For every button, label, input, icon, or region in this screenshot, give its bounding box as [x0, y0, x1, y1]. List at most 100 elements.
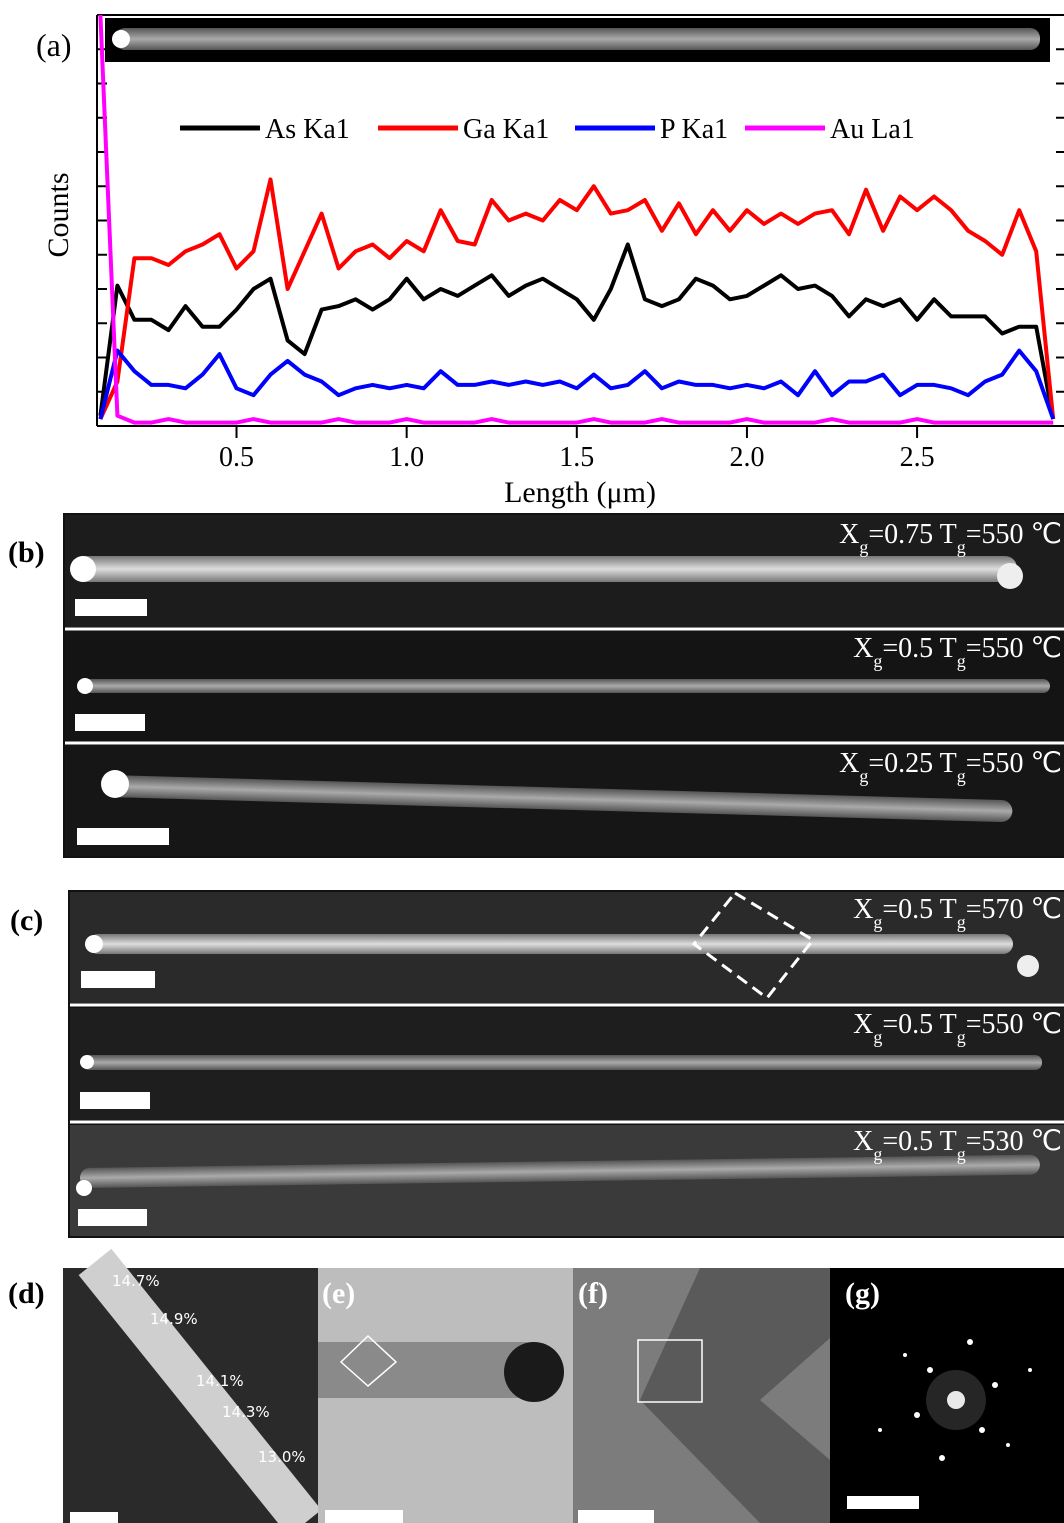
au-tip [504, 1342, 564, 1402]
fft-spot [967, 1339, 973, 1345]
scale-bar [578, 1510, 654, 1523]
nanowire [107, 775, 1013, 822]
roi [691, 891, 816, 1001]
panel-label: (f) [578, 1277, 608, 1310]
series-line [98, 348, 1056, 420]
fft-spot [914, 1412, 920, 1418]
nanowire [79, 1154, 1040, 1188]
panel-label: (d) [8, 1277, 45, 1310]
nanowire [115, 28, 1040, 50]
scale-bar [77, 828, 169, 845]
nanowire [88, 934, 1013, 954]
fft-spot [1028, 1368, 1032, 1372]
image-label: Xg=0.75 Tg=550 ℃ [839, 519, 1062, 557]
label-part: X [853, 633, 873, 664]
label-part: =530 ℃ [966, 1126, 1062, 1157]
annotation: 14.7% [112, 1272, 160, 1290]
image-label: Xg=0.25 Tg=550 ℃ [839, 748, 1062, 786]
series-line [98, 177, 1056, 420]
scale-bar [81, 971, 155, 988]
x-tick-label: 0.5 [219, 442, 254, 473]
legend-label: Au La1 [830, 114, 915, 145]
series-line [98, 14, 1054, 425]
x-axis-label: Length (μm) [504, 476, 656, 509]
label-part: g [859, 537, 868, 557]
x-tick-label: 1.5 [559, 442, 594, 473]
label-part: X [839, 519, 859, 550]
scale-bar [80, 1092, 150, 1109]
label-part: g [873, 1027, 882, 1047]
fft-spot [939, 1455, 945, 1461]
nanowire [640, 1268, 830, 1523]
panel-label: (a) [36, 27, 72, 63]
fft-halo [926, 1370, 986, 1430]
fft-spot [1006, 1443, 1010, 1447]
image-label: Xg=0.5 Tg=550 ℃ [853, 1009, 1062, 1047]
image-label: Xg=0.5 Tg=550 ℃ [853, 633, 1062, 671]
scale-bar [325, 1510, 403, 1523]
annotation: 14.9% [150, 1310, 198, 1328]
fft-spot [903, 1353, 907, 1357]
image-label: Xg=0.5 Tg=570 ℃ [853, 894, 1062, 932]
label-part: =550 ℃ [966, 1009, 1062, 1040]
panel-g [830, 1268, 1064, 1523]
x-tick-label: 2.0 [729, 442, 764, 473]
x-tick-label: 2.5 [900, 442, 935, 473]
au-tip [85, 935, 103, 953]
nanowire [318, 1342, 533, 1398]
label-part: g [873, 1144, 882, 1164]
label-part: =550 ℃ [966, 519, 1062, 550]
scale-bar [847, 1496, 919, 1509]
annotation: 13.0% [258, 1448, 306, 1466]
series-line [98, 242, 1056, 420]
fft-spot [979, 1427, 985, 1433]
panel-label: (c) [10, 904, 43, 937]
au-tip [101, 770, 129, 798]
fft-spot [878, 1428, 882, 1432]
panel-label: (b) [8, 536, 45, 569]
label-part: g [957, 766, 966, 786]
panel-label: (g) [845, 1277, 880, 1310]
legend-label: Ga Ka1 [463, 114, 549, 145]
nanowire [72, 556, 1017, 582]
label-part: g [957, 651, 966, 671]
annotation: 14.3% [222, 1403, 270, 1421]
label-part: g [957, 537, 966, 557]
scale-bar [70, 1512, 118, 1523]
label-part: g [873, 912, 882, 932]
au-tip [80, 1055, 94, 1069]
label-part: g [873, 651, 882, 671]
y-axis-label: Counts [42, 172, 75, 257]
au-tip [77, 678, 93, 694]
au-tip [76, 1180, 92, 1196]
label-part: =0.75 T [868, 519, 956, 550]
x-tick-label: 1.0 [389, 442, 424, 473]
label-part: g [957, 1027, 966, 1047]
fft-spot [927, 1367, 933, 1373]
label-part: X [853, 894, 873, 925]
scale-bar [78, 1209, 147, 1226]
scale-bar [75, 714, 145, 731]
au-tip [112, 30, 130, 48]
label-part: g [957, 912, 966, 932]
scale-bar [75, 599, 147, 616]
au-tip [70, 556, 96, 582]
fft-spots [878, 1339, 1032, 1461]
label-part: =0.5 T [882, 1126, 956, 1157]
axes [96, 14, 1060, 427]
nanowire [82, 1055, 1042, 1070]
label-part: =570 ℃ [966, 894, 1062, 925]
legend-label: As Ka1 [265, 114, 350, 145]
kink [997, 563, 1023, 589]
label-part: =550 ℃ [966, 748, 1062, 779]
nanowire [78, 1248, 322, 1523]
roi [339, 1334, 398, 1387]
label-part: g [859, 766, 868, 786]
fft-spot [992, 1382, 998, 1388]
label-part: X [853, 1126, 873, 1157]
legend-label: P Ka1 [660, 114, 728, 145]
panel-label: (e) [322, 1277, 355, 1310]
fft-spot [947, 1391, 965, 1409]
label-part: g [957, 1144, 966, 1164]
